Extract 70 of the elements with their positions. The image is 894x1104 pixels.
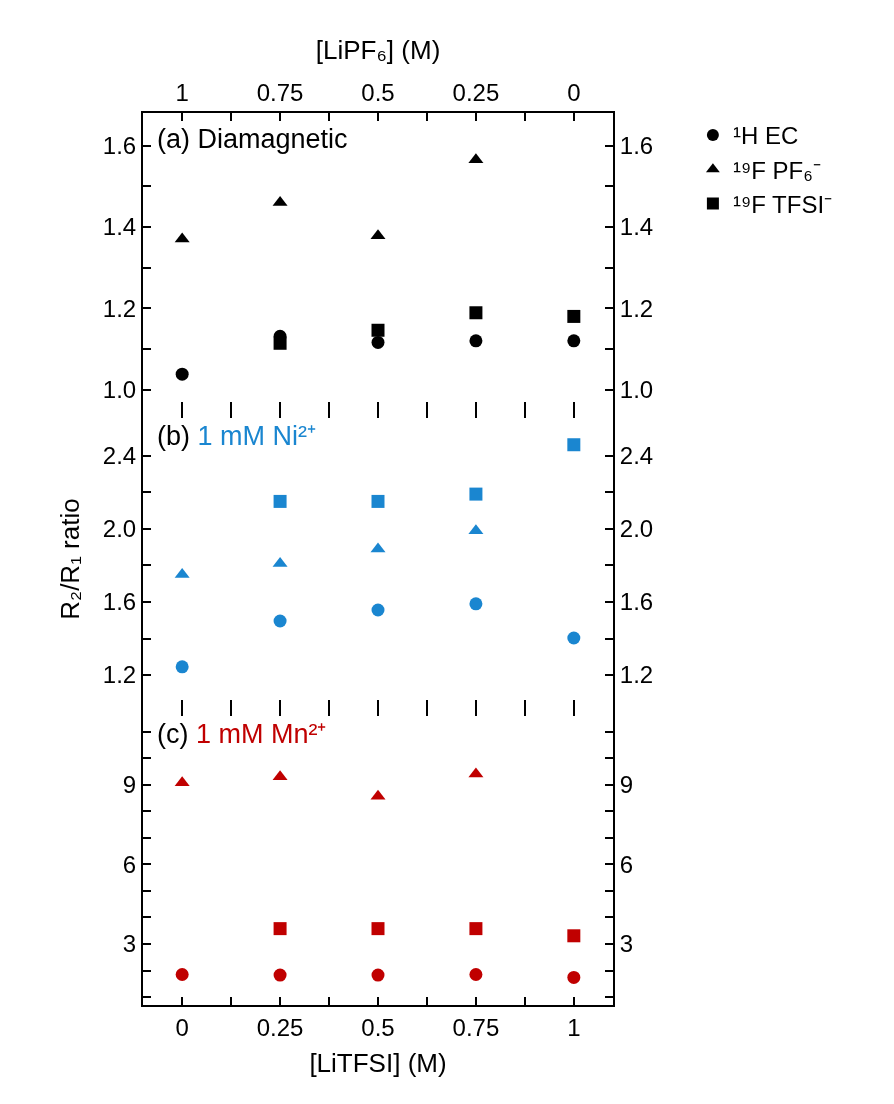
- chart-title: (a): [157, 124, 190, 154]
- point: [567, 929, 581, 943]
- y-tick-label: 1.4: [102, 213, 137, 241]
- point: [273, 494, 287, 508]
- point: [469, 968, 483, 981]
- y-tick-label: 1.2: [102, 661, 137, 689]
- y2-tick-label: 1.2: [619, 661, 654, 689]
- chart-title: (b): [157, 421, 190, 451]
- y2-tick-label: 1.0: [619, 376, 654, 404]
- point: [371, 922, 385, 936]
- y-axis-title: R₂/R₁ ratio: [54, 498, 85, 620]
- y-tick-label: 1.2: [102, 294, 137, 322]
- legend-label: ¹⁹F TFSI⁻: [732, 190, 833, 218]
- x2-tick-label: 0.5: [361, 79, 395, 107]
- point: [567, 438, 581, 452]
- chart-subtitle: 1 mM Ni²⁺: [197, 421, 316, 451]
- y-tick-label: 6: [122, 850, 137, 878]
- y2-tick-label: 1.6: [619, 588, 654, 616]
- y-tick-label: 2.0: [102, 515, 137, 543]
- point: [273, 336, 287, 350]
- chart-title: (c): [157, 719, 189, 749]
- y2-tick-label: 3: [619, 930, 634, 958]
- y-tick-label: 3: [122, 930, 137, 958]
- point: [175, 367, 189, 381]
- legend-label: ¹H EC: [732, 122, 799, 150]
- point: [273, 614, 287, 628]
- x-tick-label: 0.5: [361, 1013, 395, 1041]
- point: [273, 968, 287, 982]
- y2-tick-label: 1.6: [619, 131, 654, 159]
- point: [567, 970, 581, 984]
- chart-subtitle: 1 mM Mn²⁺: [195, 719, 327, 749]
- x-axis-title: [LiTFSI] (M): [309, 1048, 447, 1078]
- y2-tick-label: 2.0: [619, 515, 654, 543]
- point: [469, 334, 483, 348]
- point: [371, 335, 385, 349]
- x2-axis-title: [LiPF₆] (M): [315, 35, 441, 66]
- x-tick-label: 0.25: [256, 1013, 304, 1041]
- x-tick-label: 0.75: [452, 1013, 500, 1041]
- point: [469, 597, 483, 611]
- x2-tick-label: 0: [567, 79, 581, 107]
- y2-tick-label: 2.4: [619, 442, 654, 470]
- x2-tick-label: 0.25: [452, 79, 500, 107]
- point: [371, 494, 385, 508]
- chart-subtitle: Diamagnetic: [197, 124, 348, 154]
- x2-tick-label: 1: [175, 79, 189, 107]
- point: [175, 660, 189, 674]
- y-tick-label: 1.6: [102, 131, 137, 159]
- point: [175, 968, 189, 981]
- point: [371, 968, 385, 982]
- y-tick-label: 1.6: [102, 588, 137, 616]
- x-tick-label: 1: [567, 1013, 581, 1041]
- point: [371, 323, 385, 337]
- point: [371, 603, 385, 617]
- legend-label: ¹⁹F PF₆⁻: [732, 156, 821, 184]
- point: [567, 334, 581, 348]
- y-tick-label: 9: [122, 771, 137, 799]
- y-tick-label: 2.4: [102, 442, 137, 470]
- point: [567, 631, 581, 645]
- point: [469, 922, 483, 936]
- point: [469, 306, 483, 320]
- point: [567, 309, 581, 323]
- y-tick-label: 1.0: [102, 376, 137, 404]
- point: [469, 487, 483, 501]
- point: [273, 922, 287, 936]
- y2-tick-label: 1.2: [619, 294, 654, 322]
- x2-tick-label: 0.75: [256, 79, 304, 107]
- x-tick-label: 0: [175, 1013, 189, 1041]
- y2-tick-label: 6: [619, 850, 634, 878]
- y2-tick-label: 9: [619, 771, 634, 799]
- y2-tick-label: 1.4: [619, 213, 654, 241]
